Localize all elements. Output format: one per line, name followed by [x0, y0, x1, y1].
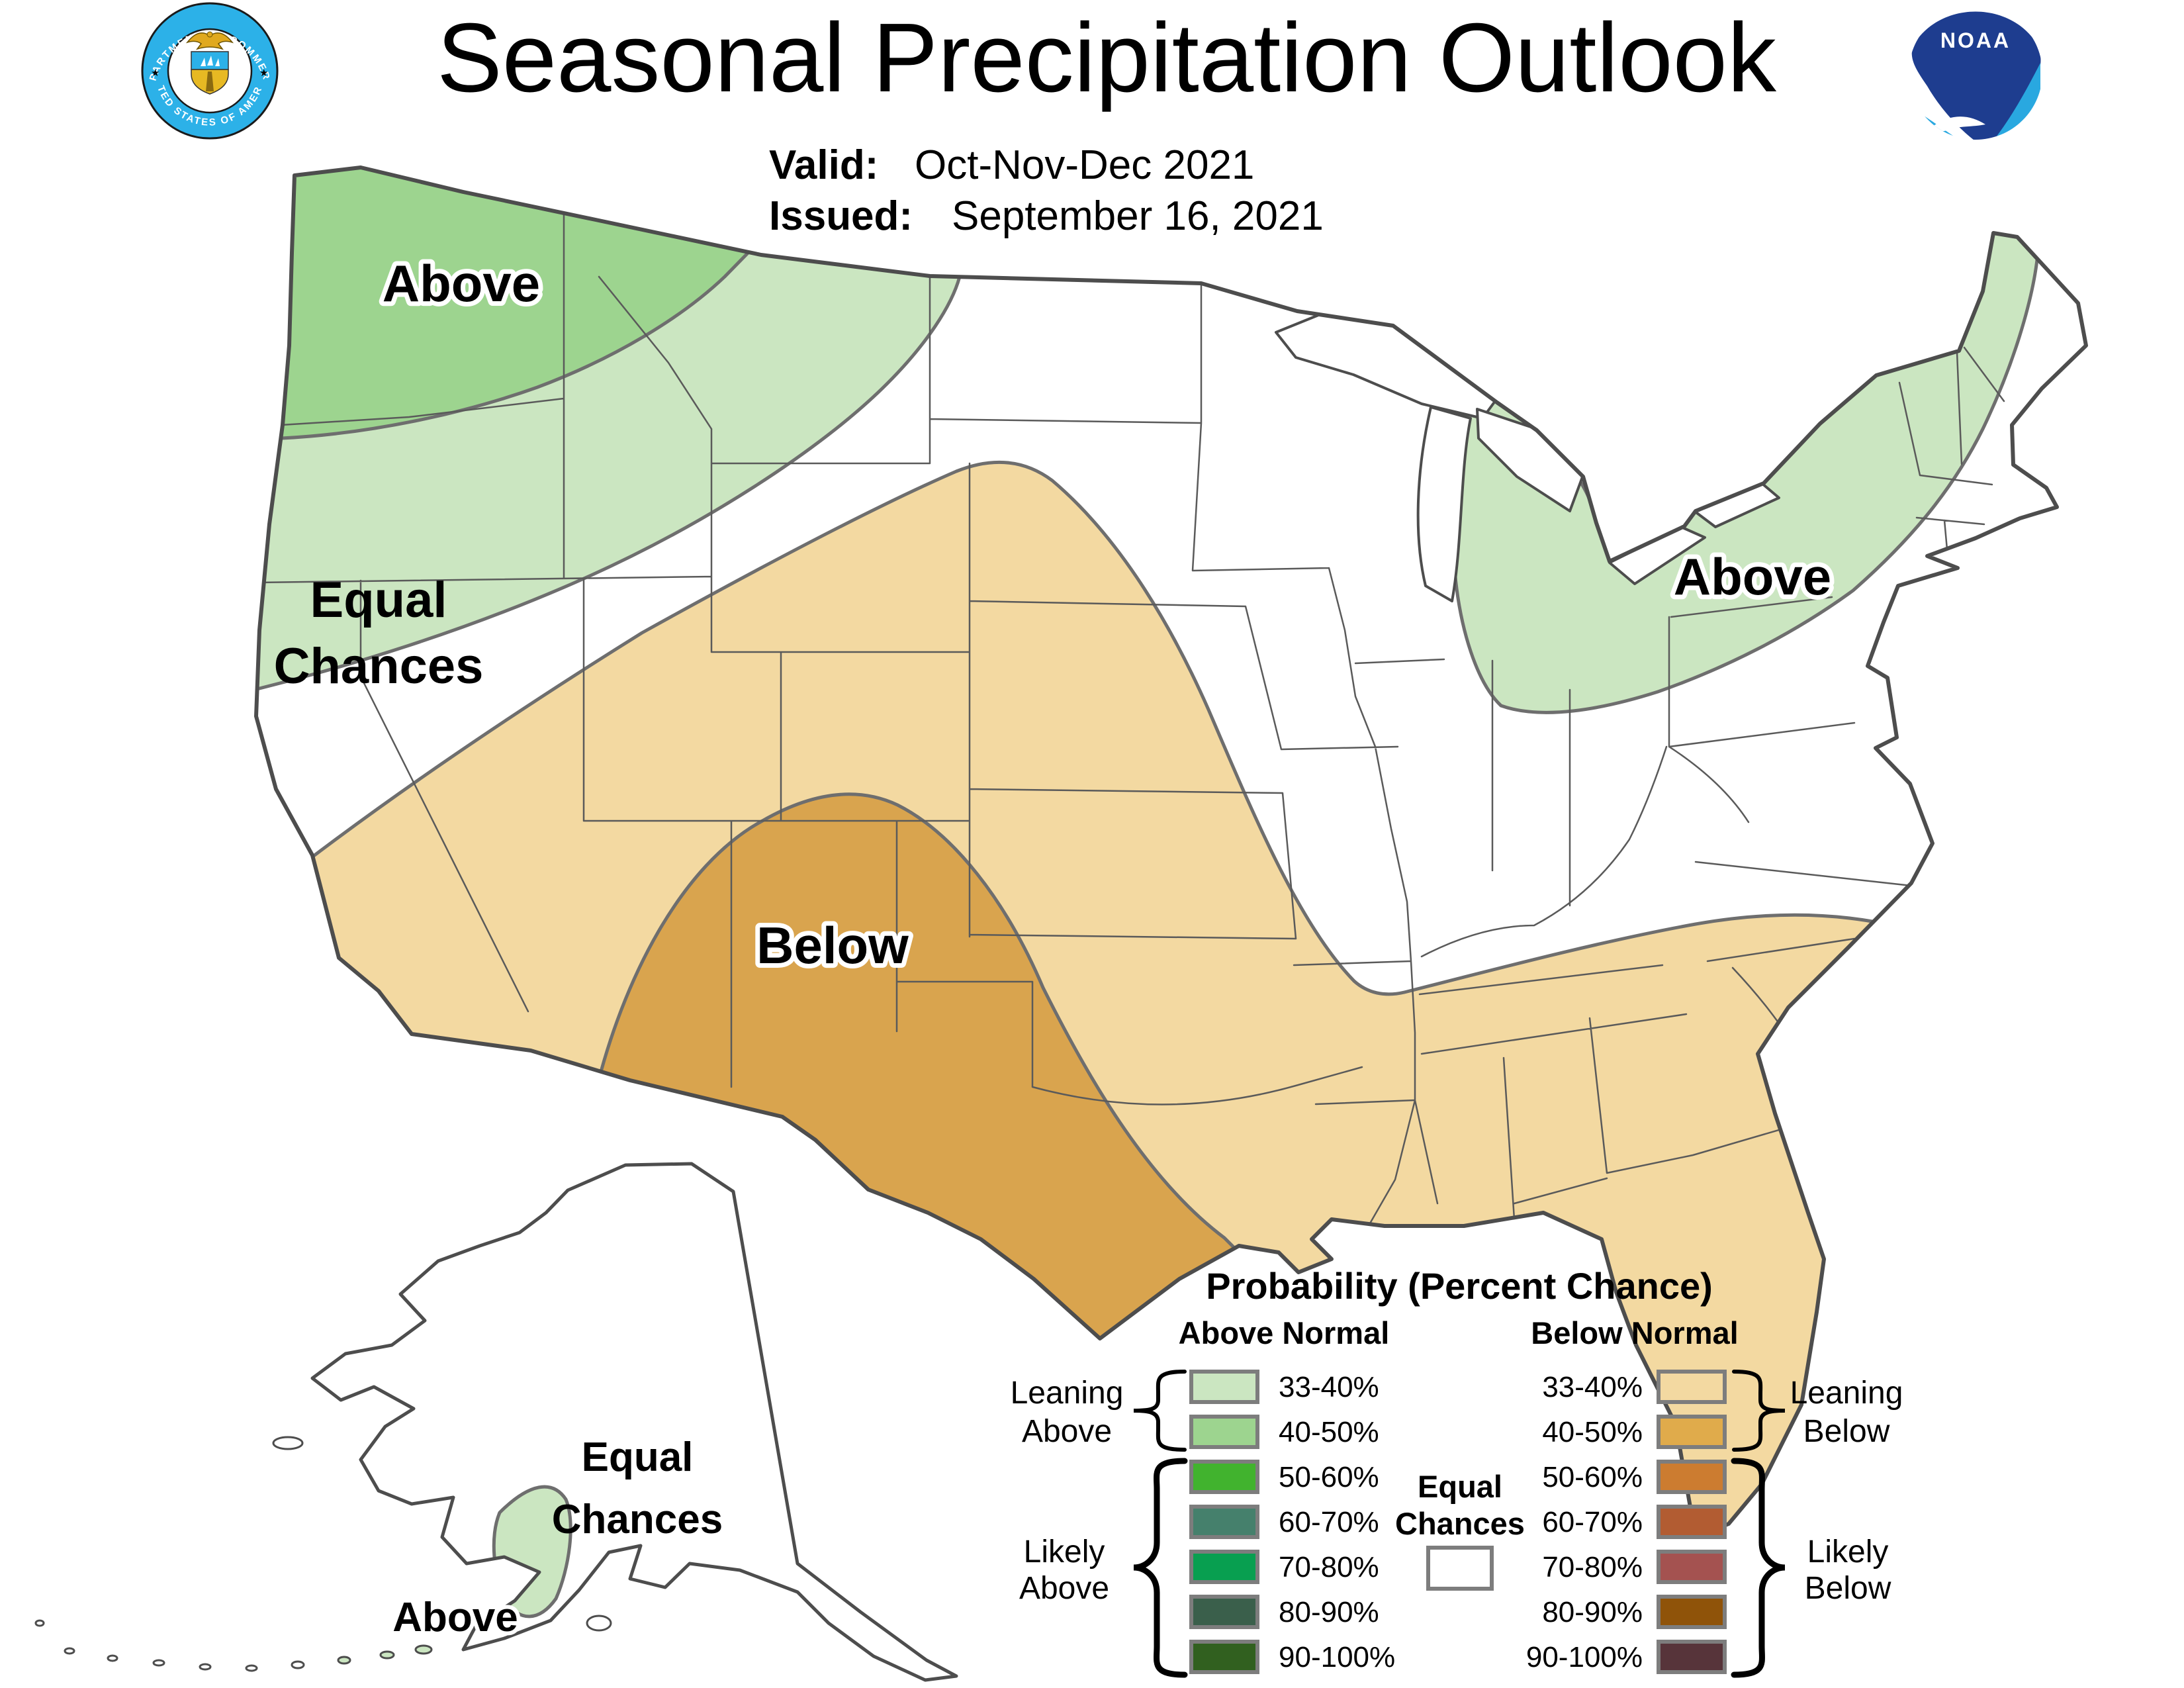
swatch-below-33-40 — [1657, 1370, 1727, 1404]
label-west-equal-2: Chances — [274, 638, 484, 694]
legend-equal-label-1: Equal — [1418, 1469, 1502, 1504]
noaa-sky-shape — [1911, 11, 2041, 140]
range-label: 70-80% — [1542, 1551, 1643, 1583]
legend-equal-label-2: Chances — [1395, 1506, 1525, 1541]
seal-star-left-icon: ★ — [151, 68, 159, 79]
st-lawrence-island — [272, 1436, 304, 1450]
header: Seasonal Precipitation Outlook Valid: Oc… — [437, 3, 1777, 239]
label-likely-below-2: Below — [1805, 1571, 1891, 1606]
swatch-above-70-80 — [1189, 1550, 1259, 1584]
aleutian-island — [414, 1644, 433, 1655]
noaa-acronym: NOAA — [1940, 28, 2011, 52]
label-northeast-above: Above — [1674, 547, 1831, 606]
swatch-below-40-50 — [1657, 1415, 1727, 1449]
brace-likely-above — [1133, 1458, 1188, 1678]
swatch-below-90-100 — [1657, 1640, 1727, 1674]
brace-leaning-below — [1732, 1370, 1786, 1452]
range-label: 60-70% — [1542, 1506, 1643, 1538]
legend-above-header: Above Normal — [1179, 1315, 1390, 1350]
noaa-seagull-icon — [1929, 117, 1985, 132]
swatch-above-90-100 — [1189, 1640, 1259, 1674]
aleutian-island — [64, 1647, 75, 1655]
kodiak-island — [586, 1615, 612, 1632]
label-likely-above-1: Likely — [1024, 1534, 1105, 1570]
label-south-below: Below — [756, 916, 909, 974]
range-label: 33-40% — [1542, 1371, 1643, 1403]
legend-below-header: Below Normal — [1531, 1315, 1738, 1350]
legend-above-range-labels: 33-40% 40-50% 50-60% 60-70% 70-80% 80-90… — [1279, 1371, 1395, 1673]
range-label: 33-40% — [1279, 1371, 1379, 1403]
state-borders-lines — [257, 211, 2005, 1234]
swatch-above-80-90 — [1189, 1595, 1259, 1629]
swatch-below-60-70 — [1657, 1505, 1727, 1539]
aleutian-island — [379, 1650, 395, 1660]
seal-star-right-icon: ★ — [259, 68, 268, 79]
aleutian-island — [337, 1656, 351, 1665]
seal-eagle-icon — [185, 31, 234, 50]
range-label: 40-50% — [1542, 1416, 1643, 1448]
range-label: 90-100% — [1279, 1641, 1395, 1673]
great-lakes — [1275, 308, 1780, 602]
swatch-equal-chances — [1426, 1546, 1494, 1591]
seal-ship-sails — [201, 56, 220, 66]
range-label: 70-80% — [1279, 1551, 1379, 1583]
issued-value: September 16, 2021 — [952, 193, 1324, 239]
aleutian-island — [34, 1619, 45, 1627]
aleutian-island — [199, 1663, 212, 1671]
range-label: 80-90% — [1542, 1596, 1643, 1628]
label-leaning-below-2: Below — [1803, 1414, 1890, 1449]
swatch-below-70-80 — [1657, 1550, 1727, 1584]
label-leaning-below-1: Leaning — [1790, 1376, 1903, 1411]
label-leaning-above-1: Leaning — [1011, 1376, 1124, 1411]
label-west-equal-1: Equal — [310, 572, 447, 628]
alaska-map: Equal Chances Above — [34, 1164, 956, 1680]
seal-lighthouse — [206, 71, 214, 91]
seal-shield-icon — [191, 51, 229, 95]
range-label: 40-50% — [1279, 1416, 1379, 1448]
label-alaska-above: Above — [392, 1595, 518, 1640]
aleutian-island — [291, 1660, 305, 1669]
range-label: 50-60% — [1542, 1461, 1643, 1493]
swatch-above-60-70 — [1189, 1505, 1259, 1539]
label-pnw-above: Above — [383, 254, 540, 312]
aleutian-island — [245, 1664, 258, 1672]
legend-below-range-labels: 33-40% 40-50% 50-60% 60-70% 70-80% 80-90… — [1526, 1371, 1643, 1673]
range-label: 90-100% — [1526, 1641, 1643, 1673]
range-label: 80-90% — [1279, 1596, 1379, 1628]
swatch-above-40-50 — [1189, 1415, 1259, 1449]
legend-above-column — [1189, 1370, 1259, 1674]
label-likely-above-2: Above — [1019, 1571, 1109, 1606]
swatch-above-33-40 — [1189, 1370, 1259, 1404]
page-title: Seasonal Precipitation Outlook — [437, 3, 1777, 113]
swatch-below-50-60 — [1657, 1460, 1727, 1494]
label-alaska-equal-1: Equal — [582, 1434, 694, 1480]
legend-below-column — [1657, 1370, 1727, 1674]
swatch-below-80-90 — [1657, 1595, 1727, 1629]
label-leaning-above-2: Above — [1022, 1414, 1112, 1449]
legend: Probability (Percent Chance) Above Norma… — [1011, 1265, 1903, 1678]
label-likely-below-1: Likely — [1807, 1534, 1889, 1570]
valid-label: Valid: — [769, 142, 878, 188]
aleutian-islands — [34, 1436, 612, 1672]
swatch-above-50-60 — [1189, 1460, 1259, 1494]
brace-leaning-above — [1133, 1370, 1187, 1452]
legend-title: Probability (Percent Chance) — [1206, 1265, 1713, 1307]
valid-value: Oct-Nov-Dec 2021 — [915, 142, 1254, 188]
aleutian-island — [107, 1654, 118, 1662]
lake-michigan — [1416, 406, 1472, 602]
range-label: 60-70% — [1279, 1506, 1379, 1538]
aleutian-island — [152, 1659, 165, 1667]
range-label: 50-60% — [1279, 1461, 1379, 1493]
label-alaska-equal-2: Chances — [552, 1497, 723, 1542]
issued-label: Issued: — [769, 193, 913, 239]
brace-likely-below — [1731, 1458, 1786, 1678]
